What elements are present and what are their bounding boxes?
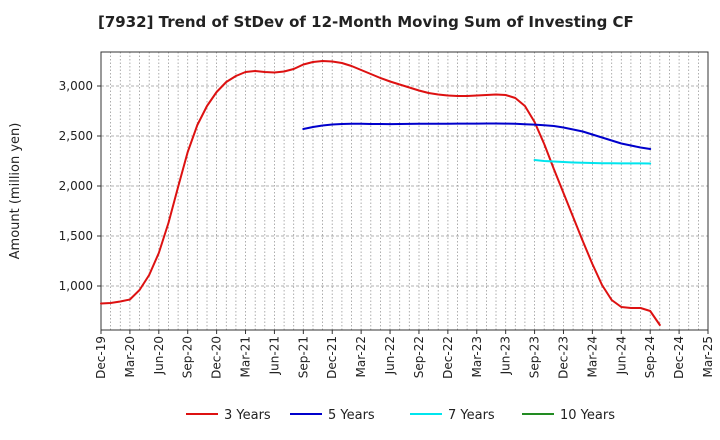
series-line-5-years [302, 122, 652, 150]
x-tick-label: Mar-21 [239, 336, 253, 377]
plot-area [101, 52, 708, 330]
plot-border [100, 51, 709, 331]
x-tick-label: Dec-21 [325, 336, 339, 379]
x-tick-label: Mar-24 [585, 336, 599, 377]
legend-label: 3 Years [224, 408, 271, 423]
x-tick-label: Jun-24 [614, 336, 628, 375]
x-tick-label: Sep-20 [181, 336, 195, 378]
x-tick-label: Jun-20 [152, 336, 166, 375]
x-tick-label: Sep-23 [528, 336, 542, 378]
legend-label: 7 Years [448, 408, 495, 423]
y-tick-label: 3,000 [59, 79, 93, 93]
x-tick-label: Mar-20 [123, 336, 137, 377]
x-tick-label: Dec-24 [672, 336, 686, 379]
x-tick-label: Sep-22 [412, 336, 426, 378]
x-tick-label: Jun-21 [267, 336, 281, 375]
y-tick-label: 2,500 [59, 129, 93, 143]
x-tick-label: Jun-23 [499, 336, 513, 375]
y-axis-label: Amount (million yen) [8, 123, 23, 260]
x-tick-label: Dec-19 [94, 336, 108, 379]
series-line-3-years [100, 60, 661, 326]
series-line-7-years [533, 159, 652, 165]
y-tick-label: 1,000 [59, 279, 93, 293]
x-tick-label: Mar-22 [354, 336, 368, 377]
x-tick-label: Sep-24 [643, 336, 657, 378]
x-tick-label: Dec-20 [210, 336, 224, 379]
chart-title: [7932] Trend of StDev of 12-Month Moving… [98, 13, 634, 31]
x-tick-label: Mar-23 [470, 336, 484, 377]
x-tick-label: Jun-22 [383, 336, 397, 375]
legend-label: 10 Years [560, 408, 615, 423]
x-tick-label: Dec-22 [441, 336, 455, 379]
y-tick-label: 2,000 [59, 179, 93, 193]
x-tick-label: Dec-23 [556, 336, 570, 379]
y-tick-label: 1,500 [59, 229, 93, 243]
x-tick-label: Sep-21 [296, 336, 310, 378]
x-tick-label: Mar-25 [701, 336, 715, 377]
legend-label: 5 Years [328, 408, 375, 423]
